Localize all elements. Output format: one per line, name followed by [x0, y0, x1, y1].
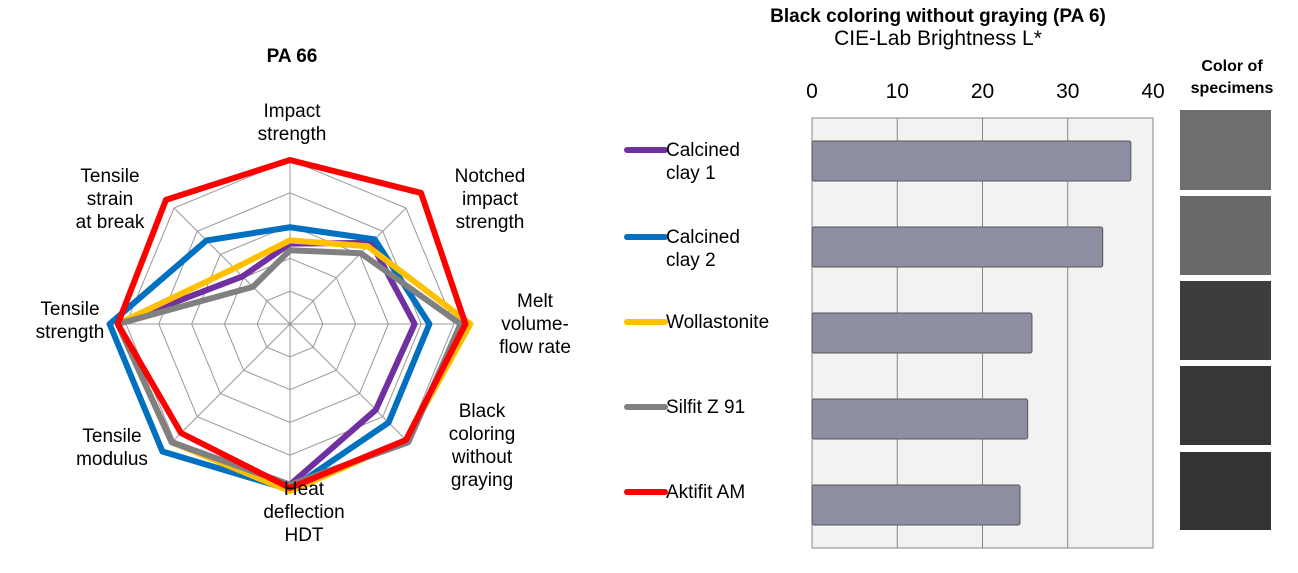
legend-label: Calcined clay 2	[666, 226, 740, 271]
bar-subtitle: CIE-Lab Brightness L*	[834, 27, 1042, 50]
bar-title: Black coloring without graying (PA 6)	[770, 6, 1106, 27]
specimen	[1180, 366, 1271, 445]
specimen	[1180, 452, 1271, 530]
spoke	[173, 207, 291, 325]
bar	[811, 312, 1033, 354]
bar	[811, 140, 1132, 182]
bar	[811, 226, 1104, 268]
x-tick-label: 40	[1141, 80, 1164, 103]
legend-label: Wollastonite	[666, 311, 770, 333]
x-tick-label: 20	[971, 80, 994, 103]
axis-label: Impact strength	[257, 101, 327, 145]
legend-label: Calcined clay 1	[666, 139, 740, 184]
radar-line	[114, 237, 474, 495]
legend-label: Silfit Z 91	[666, 396, 746, 418]
specimen-label: Color of specimens	[1190, 58, 1274, 97]
specimen	[1180, 196, 1271, 275]
x-tick-label: 0	[806, 80, 818, 103]
spoke	[173, 323, 291, 441]
x-tick-label: 30	[1056, 80, 1079, 103]
axis-label: Notched impact strength	[454, 166, 526, 233]
axis-label: Melt volume- flow rate	[499, 291, 571, 358]
radar-title: PA 66	[266, 46, 318, 67]
x-tick-label: 10	[886, 80, 909, 103]
radar-line	[114, 157, 469, 491]
axis-label: Tensile modulus	[76, 426, 148, 470]
axis-label: Tensile strain at break	[75, 166, 145, 233]
spoke	[289, 207, 407, 325]
specimen	[1180, 281, 1271, 360]
axis-label: Tensile strength	[35, 299, 105, 343]
axis-label: Black coloring without graying	[448, 401, 516, 491]
axis-label: Heat deflection HDT	[263, 479, 345, 546]
specimen	[1180, 110, 1271, 190]
bar	[811, 484, 1021, 526]
legend-label: Aktifit AM	[666, 481, 746, 503]
bar	[811, 398, 1029, 440]
